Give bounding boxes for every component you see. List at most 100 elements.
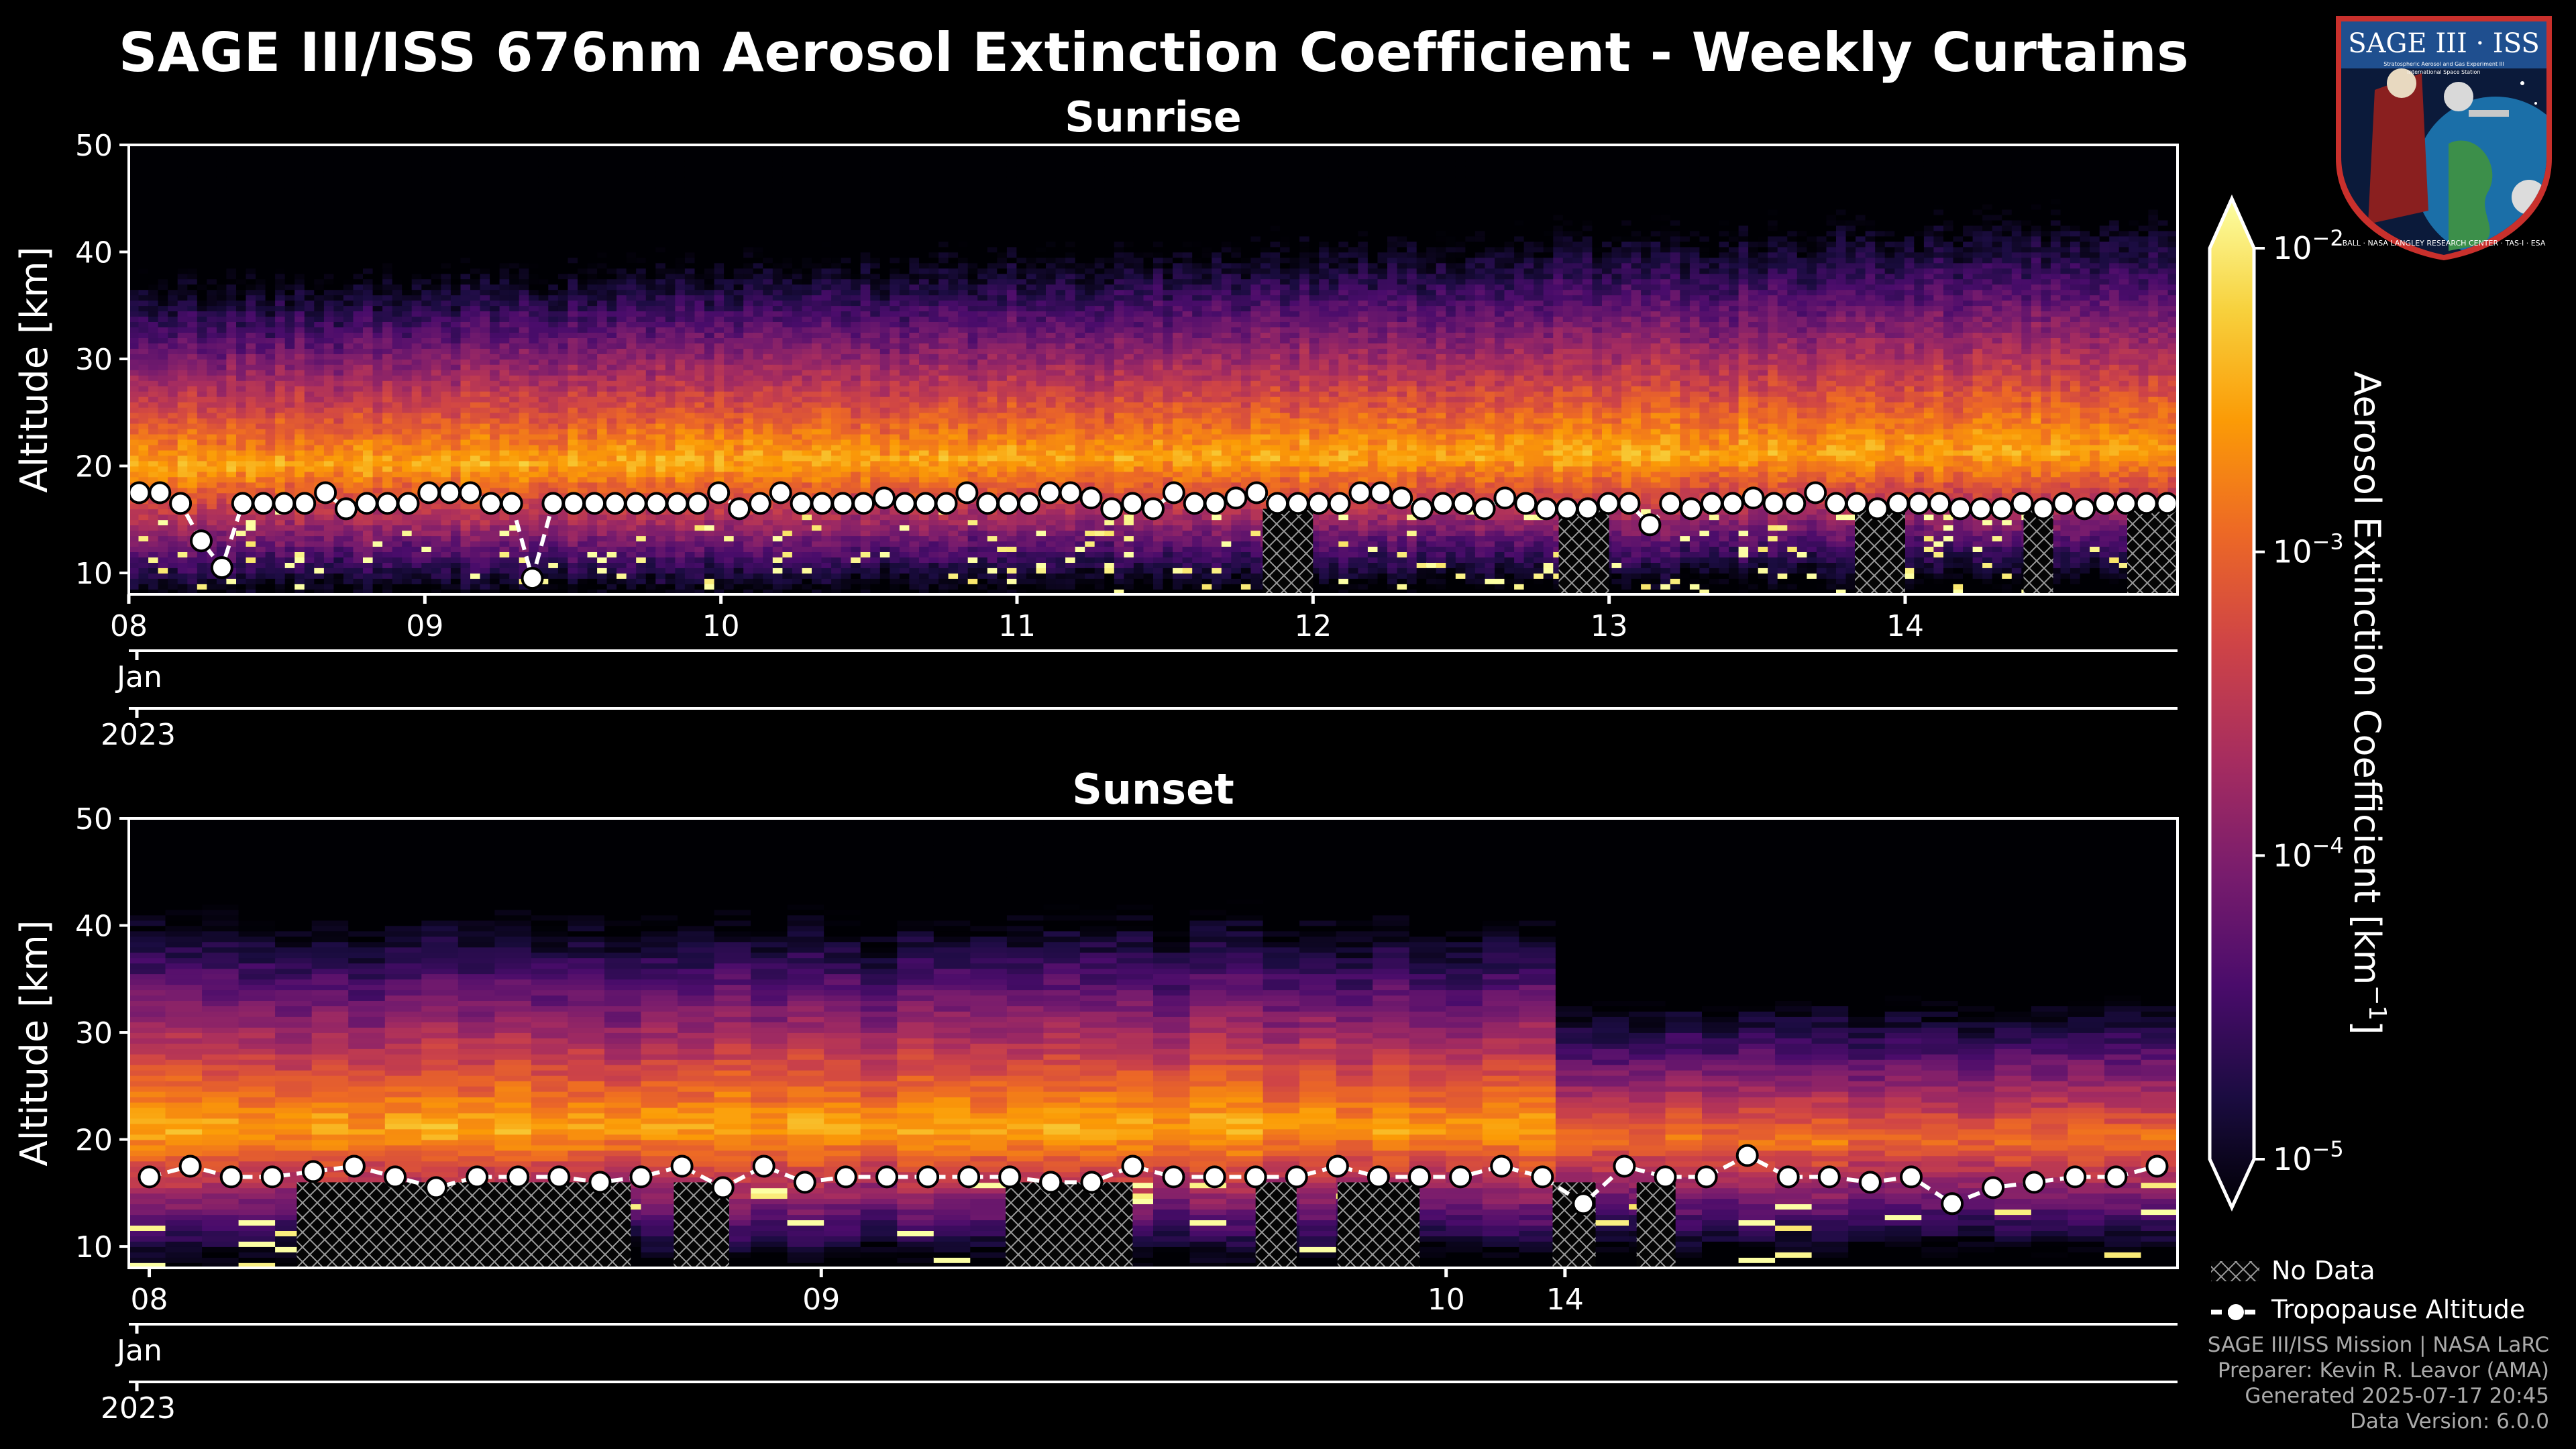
- heatmap-cell: [645, 375, 657, 381]
- heatmap-cell: [470, 300, 481, 307]
- heatmap-cell: [490, 316, 500, 322]
- heatmap-cell: [129, 401, 140, 408]
- heatmap-cell: [519, 176, 529, 183]
- heatmap-cell: [138, 343, 149, 349]
- heatmap-cell: [148, 214, 159, 221]
- heatmap-cell: [450, 525, 462, 531]
- heatmap-cell: [568, 428, 578, 435]
- heatmap-cell: [499, 156, 510, 162]
- heatmap-cell: [187, 557, 198, 563]
- heatmap-cell: [226, 449, 237, 456]
- heatmap-cell: [294, 514, 305, 521]
- heatmap-cell: [587, 417, 598, 424]
- heatmap-cell: [246, 562, 256, 568]
- heatmap-cell: [226, 268, 237, 274]
- heatmap-cell: [294, 390, 305, 397]
- heatmap-cell: [450, 145, 462, 151]
- heatmap-cell: [557, 396, 569, 402]
- heatmap-cell: [421, 337, 432, 343]
- heatmap-cell: [655, 278, 666, 285]
- heatmap-cell: [256, 519, 266, 526]
- heatmap-cell: [645, 241, 657, 248]
- heatmap-cell: [138, 321, 149, 327]
- heatmap-cell: [470, 546, 481, 552]
- heatmap-cell: [655, 294, 666, 301]
- heatmap-cell: [187, 230, 198, 237]
- heatmap-cell: [490, 417, 500, 424]
- heatmap-cell: [684, 551, 696, 557]
- heatmap-cell: [197, 573, 208, 579]
- heatmap-cell: [148, 354, 159, 360]
- heatmap-cell: [450, 300, 462, 307]
- heatmap-cell: [256, 257, 266, 264]
- heatmap-cell: [256, 176, 266, 183]
- heatmap-cell: [578, 466, 588, 472]
- heatmap-cell: [645, 209, 657, 215]
- heatmap-cell: [684, 156, 696, 162]
- heatmap-cell: [694, 343, 705, 349]
- heatmap-cell: [616, 219, 627, 226]
- heatmap-cell: [675, 354, 686, 360]
- heatmap-cell: [246, 519, 256, 526]
- heatmap-cell: [333, 390, 344, 397]
- heatmap-cell: [226, 546, 237, 552]
- heatmap-cell: [216, 354, 227, 360]
- heatmap-cell: [645, 471, 657, 478]
- heatmap-cell: [578, 354, 588, 360]
- heatmap-cell: [382, 589, 393, 594]
- heatmap-cell: [578, 160, 588, 167]
- heatmap-cell: [480, 241, 490, 248]
- heatmap-cell: [431, 252, 442, 258]
- heatmap-cell: [499, 273, 510, 280]
- heatmap-cell: [197, 380, 208, 386]
- heatmap-cell: [304, 343, 315, 349]
- heatmap-cell: [411, 492, 422, 499]
- heatmap-cell: [460, 187, 471, 194]
- heatmap-cell: [207, 466, 217, 472]
- heatmap-cell: [207, 573, 217, 579]
- heatmap-cell: [158, 321, 168, 327]
- heatmap-cell: [411, 166, 422, 172]
- heatmap-cell: [665, 589, 676, 594]
- heatmap-cell: [480, 327, 490, 333]
- heatmap-cell: [402, 390, 413, 397]
- heatmap-cell: [636, 433, 647, 440]
- heatmap-cell: [363, 514, 374, 521]
- heatmap-cell: [411, 176, 422, 183]
- heatmap-cell: [158, 514, 168, 521]
- heatmap-cell: [363, 428, 374, 435]
- heatmap-cell: [694, 444, 705, 451]
- heatmap-cell: [645, 311, 657, 317]
- heatmap-cell: [694, 145, 705, 151]
- heatmap-cell: [168, 273, 178, 280]
- heatmap-cell: [460, 241, 471, 248]
- heatmap-cell: [450, 305, 462, 312]
- heatmap-cell: [284, 176, 295, 183]
- heatmap-cell: [636, 439, 647, 445]
- heatmap-cell: [665, 423, 676, 429]
- heatmap-cell: [441, 455, 451, 462]
- heatmap-cell: [655, 578, 666, 584]
- heatmap-cell: [138, 525, 149, 531]
- heatmap-cell: [694, 305, 705, 312]
- heatmap-cell: [284, 514, 295, 521]
- heatmap-cell: [265, 156, 276, 162]
- heatmap-cell: [304, 337, 315, 343]
- heatmap-cell: [177, 278, 188, 285]
- heatmap-cell: [323, 182, 335, 189]
- heatmap-cell: [265, 380, 276, 386]
- heatmap-cell: [226, 444, 237, 451]
- heatmap-cell: [353, 584, 364, 590]
- heatmap-cell: [548, 460, 559, 467]
- heatmap-cell: [460, 305, 471, 312]
- heatmap-cell: [363, 455, 374, 462]
- heatmap-cell: [636, 219, 647, 226]
- heatmap-cell: [246, 525, 256, 531]
- heatmap-cell: [275, 423, 286, 429]
- heatmap-cell: [382, 546, 393, 552]
- heatmap-cell: [363, 487, 374, 494]
- heatmap-cell: [626, 203, 637, 210]
- heatmap-cell: [187, 235, 198, 242]
- heatmap-cell: [450, 198, 462, 205]
- heatmap-cell: [138, 396, 149, 402]
